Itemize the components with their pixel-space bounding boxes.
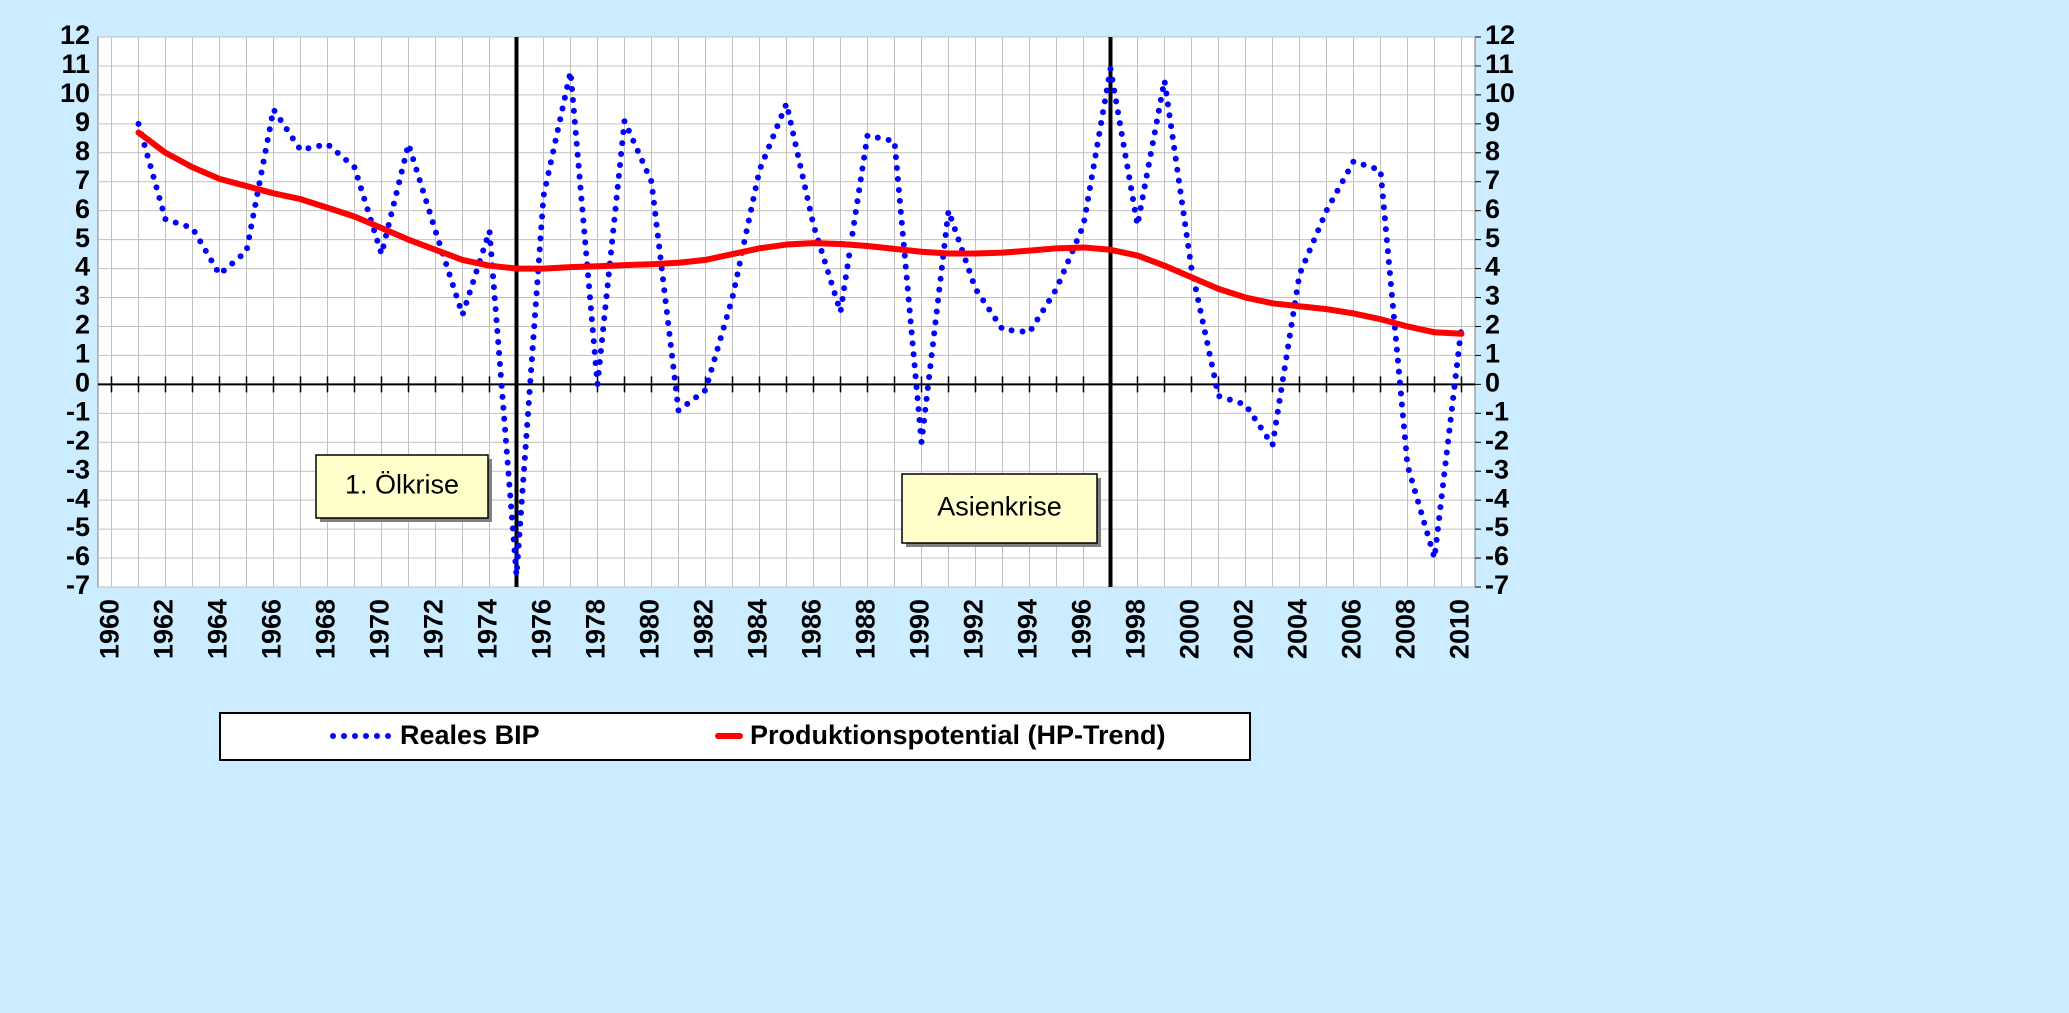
y2-tick-label: 4 [1485,252,1500,282]
x-tick-label: 1962 [149,599,179,659]
annotation: Asienkrise [937,492,1062,522]
y2-tick-label: 6 [1485,194,1500,224]
y-tick-label: -2 [66,425,90,455]
x-tick-label: 2010 [1445,599,1475,659]
y2-tick-label: 2 [1485,310,1500,340]
y-tick-label: 5 [75,223,90,253]
x-tick-label: 1982 [689,599,719,659]
x-tick-label: 1964 [203,599,233,659]
y-tick-label: -3 [66,454,90,484]
y-tick-label: 9 [75,107,90,137]
x-tick-label: 1984 [743,599,773,659]
x-tick-label: 1998 [1121,599,1151,659]
y2-tick-label: 5 [1485,223,1500,253]
y2-tick-label: -2 [1485,425,1509,455]
series-line [135,129,1465,337]
y2-tick-label: -5 [1485,512,1509,542]
x-tick-label: 1960 [95,599,125,659]
y-tick-label: 7 [75,165,90,195]
y2-tick-label: 0 [1485,367,1500,397]
x-tick-label: 1974 [473,599,503,659]
y-tick-label: 8 [75,136,90,166]
y-tick-label: -6 [66,541,90,571]
y-tick-label: 1 [75,339,90,369]
x-tick-label: 1990 [905,599,935,659]
x-tick-label: 1972 [419,599,449,659]
x-tick-label: 2004 [1283,599,1313,659]
y2-tick-label: 10 [1485,78,1515,108]
y2-tick-label: 8 [1485,136,1500,166]
y-tick-label: 0 [75,367,90,397]
x-tick-label: 1986 [797,599,827,659]
y-tick-label: -1 [66,396,90,426]
y2-tick-label: -4 [1485,483,1509,513]
y2-tick-label: -3 [1485,454,1509,484]
y2-tick-label: -6 [1485,541,1509,571]
annotation-box [315,454,489,519]
x-tick-label: 1994 [1013,599,1043,659]
y2-tick-label: 3 [1485,281,1500,311]
annotation: 1. Ölkrise [345,470,459,500]
y-tick-label: 6 [75,194,90,224]
y-tick-label: 10 [60,78,90,108]
x-tick-label: 1980 [635,599,665,659]
x-tick-label: 1966 [257,599,287,659]
y-tick-label: -4 [66,483,90,513]
x-tick-label: 2000 [1175,599,1205,659]
x-tick-label: 1970 [365,599,395,659]
y2-tick-label: -7 [1485,570,1509,600]
y-tick-label: 12 [60,20,90,50]
y-tick-label: 3 [75,281,90,311]
series-line [135,65,1465,579]
y-tick-label: 4 [75,252,90,282]
y-tick-label: -7 [66,570,90,600]
y2-tick-label: -1 [1485,396,1509,426]
legend-label: Produktionspotential (HP-Trend) [750,720,1166,750]
y-tick-label: 11 [61,49,90,79]
x-tick-label: 1976 [527,599,557,659]
x-tick-label: 1988 [851,599,881,659]
y2-tick-label: 9 [1485,107,1500,137]
y2-tick-label: 12 [1485,20,1515,50]
y-tick-label: 2 [75,310,90,340]
x-tick-label: 2008 [1391,599,1421,659]
x-tick-label: 1992 [959,599,989,659]
x-tick-label: 1968 [311,599,341,659]
x-tick-label: 2006 [1337,599,1367,659]
x-tick-label: 1978 [581,599,611,659]
y2-tick-label: 7 [1485,165,1500,195]
y2-tick-label: 11 [1485,49,1514,79]
y-tick-label: -5 [66,512,90,542]
x-tick-label: 1996 [1067,599,1097,659]
y2-tick-label: 1 [1485,339,1500,369]
x-tick-label: 2002 [1229,599,1259,659]
annotation-box [901,473,1098,544]
legend-label: Reales BIP [400,720,540,750]
